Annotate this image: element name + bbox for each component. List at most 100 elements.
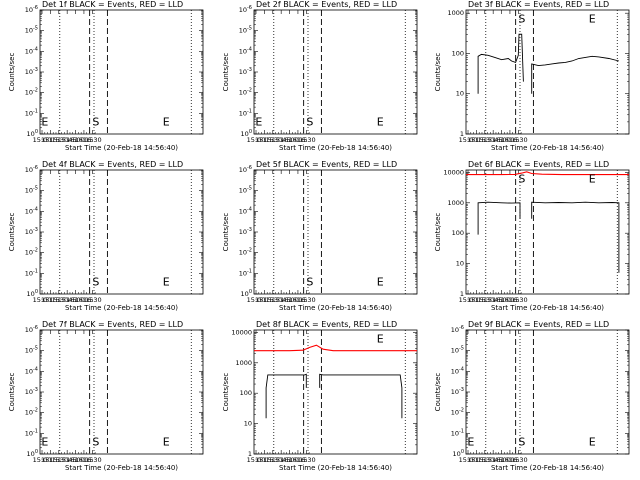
marker-label: S	[92, 115, 99, 128]
x-tick-label: 16:00	[280, 296, 299, 304]
x-tick-label: 16:30	[83, 456, 102, 464]
detector-panel-4: Det 4f BLACK = Events, RED = LLD 100 10-1 1…	[8, 160, 204, 312]
x-axis-label: Start Time (20-Feb-18 14:56:40)	[491, 464, 604, 472]
x-axis-label: Start Time (20-Feb-18 14:56:40)	[65, 144, 178, 152]
marker-label: S	[518, 12, 525, 25]
x-axis-label: Start Time (20-Feb-18 14:56:40)	[65, 464, 178, 472]
x-tick-label: 16:30	[509, 456, 528, 464]
detector-panel-6: Det 6f BLACK = Events, RED = LLD 1 10 100 10…	[434, 160, 630, 312]
marker-label: S	[92, 435, 99, 448]
x-tick-label: 15:45	[58, 136, 77, 144]
marker-label: E	[41, 115, 48, 128]
panel-title: Det 3f BLACK = Events, RED = LLD	[468, 0, 609, 9]
y-tick-label: 10-1	[239, 108, 252, 117]
marker-label: S	[518, 435, 525, 448]
marker-label: E	[377, 275, 384, 288]
x-tick-label: 16:30	[83, 136, 102, 144]
marker-label: E	[163, 435, 170, 448]
x-tick-label: 16:00	[492, 456, 511, 464]
x-tick-label: 15:15	[41, 456, 60, 464]
x-tick-label: 15:15	[467, 296, 486, 304]
y-tick-label: 10	[456, 90, 464, 98]
y-tick-label: 10-3	[239, 227, 252, 236]
x-tick-label: 16:00	[66, 136, 85, 144]
detector-panel-2: Det 2f BLACK = Events, RED = LLD 100 10-1 1…	[222, 0, 418, 152]
y-tick-label: 100	[27, 289, 38, 298]
plot-frame	[465, 9, 630, 135]
x-tick-label: 16:00	[492, 296, 511, 304]
marker-label: E	[163, 115, 170, 128]
y-tick-label: 10-1	[239, 268, 252, 277]
events-series-line	[265, 373, 307, 419]
x-tick-label: 15:00	[459, 456, 478, 464]
y-tick-label: 100	[27, 449, 38, 458]
x-tick-label: 15:00	[33, 456, 52, 464]
x-tick-label: 16:15	[501, 456, 520, 464]
x-tick-label: 15:00	[459, 136, 478, 144]
detector-panel-5: Det 5f BLACK = Events, RED = LLD 100 10-1 1…	[222, 160, 418, 312]
x-tick-label: 15:45	[484, 136, 503, 144]
y-tick-label: 1000	[447, 9, 464, 17]
lld-series-line	[466, 171, 629, 176]
x-tick-label: 16:15	[75, 296, 94, 304]
x-tick-label: 15:45	[272, 296, 291, 304]
y-tick-label: 10-2	[25, 88, 38, 97]
y-axis-label: Counts/sec	[8, 213, 16, 252]
x-tick-label: 15:15	[255, 136, 274, 144]
x-tick-label: 15:30	[263, 296, 282, 304]
x-tick-label: 15:00	[247, 136, 266, 144]
y-tick-label: 10-4	[25, 206, 38, 215]
marker-label: E	[163, 275, 170, 288]
y-tick-label: 100	[241, 129, 252, 138]
detector-panel-3: Det 3f BLACK = Events, RED = LLD 1 10 100 10…	[434, 0, 630, 152]
y-tick-label: 10000	[443, 168, 464, 176]
x-axis-label: Start Time (20-Feb-18 14:56:40)	[491, 304, 604, 312]
lld-series-line	[254, 344, 417, 352]
x-tick-label: 15:45	[484, 296, 503, 304]
panel-title: Det 7f BLACK = Events, RED = LLD	[42, 320, 183, 329]
x-tick-label: 15:30	[49, 456, 68, 464]
x-tick-label: 16:00	[492, 136, 511, 144]
marker-label: S	[306, 275, 313, 288]
detector-panel-9: Det 9f BLACK = Events, RED = LLD 100 10-1 1…	[434, 320, 630, 472]
y-tick-label: 10-1	[25, 108, 38, 117]
x-tick-label: 15:15	[255, 456, 274, 464]
marker-label: E	[255, 115, 262, 128]
y-axis-label: Counts/sec	[222, 53, 230, 92]
plot-frame	[39, 329, 204, 455]
x-tick-label: 16:30	[297, 456, 316, 464]
marker-label: S	[518, 172, 525, 185]
y-tick-label: 100	[453, 449, 464, 458]
marker-label: E	[589, 172, 596, 185]
x-tick-label: 16:30	[297, 296, 316, 304]
x-tick-label: 16:30	[509, 136, 528, 144]
y-tick-label: 10	[244, 420, 252, 428]
panel-title: Det 5f BLACK = Events, RED = LLD	[256, 160, 397, 169]
y-tick-label: 100	[452, 49, 464, 57]
x-tick-label: 16:00	[280, 456, 299, 464]
y-tick-label: 10-6	[451, 325, 464, 334]
y-tick-label: 10-3	[25, 227, 38, 236]
x-tick-label: 15:15	[41, 136, 60, 144]
y-axis-label: Counts/sec	[434, 373, 442, 412]
y-tick-label: 10-3	[25, 67, 38, 76]
y-tick-label: 10-3	[25, 387, 38, 396]
x-tick-label: 16:15	[289, 136, 308, 144]
y-tick-label: 10-1	[451, 428, 464, 437]
events-series-line	[531, 55, 620, 94]
panel-title: Det 1f BLACK = Events, RED = LLD	[42, 0, 183, 9]
panel-title: Det 8f BLACK = Events, RED = LLD	[256, 320, 397, 329]
panel-title: Det 2f BLACK = Events, RED = LLD	[256, 0, 397, 9]
marker-label: E	[467, 435, 474, 448]
detector-panel-8: Det 8f BLACK = Events, RED = LLD 1 10 100 10…	[222, 320, 418, 472]
y-tick-label: 100	[452, 229, 464, 237]
x-tick-label: 15:30	[49, 136, 68, 144]
x-tick-label: 15:30	[475, 456, 494, 464]
marker-label: S	[306, 115, 313, 128]
y-axis-label: Counts/sec	[8, 53, 16, 92]
marker-label: E	[377, 115, 384, 128]
y-tick-label: 10-5	[25, 346, 38, 355]
panel-title: Det 9f BLACK = Events, RED = LLD	[468, 320, 609, 329]
y-tick-label: 1000	[447, 199, 464, 207]
y-tick-label: 10	[456, 260, 464, 268]
